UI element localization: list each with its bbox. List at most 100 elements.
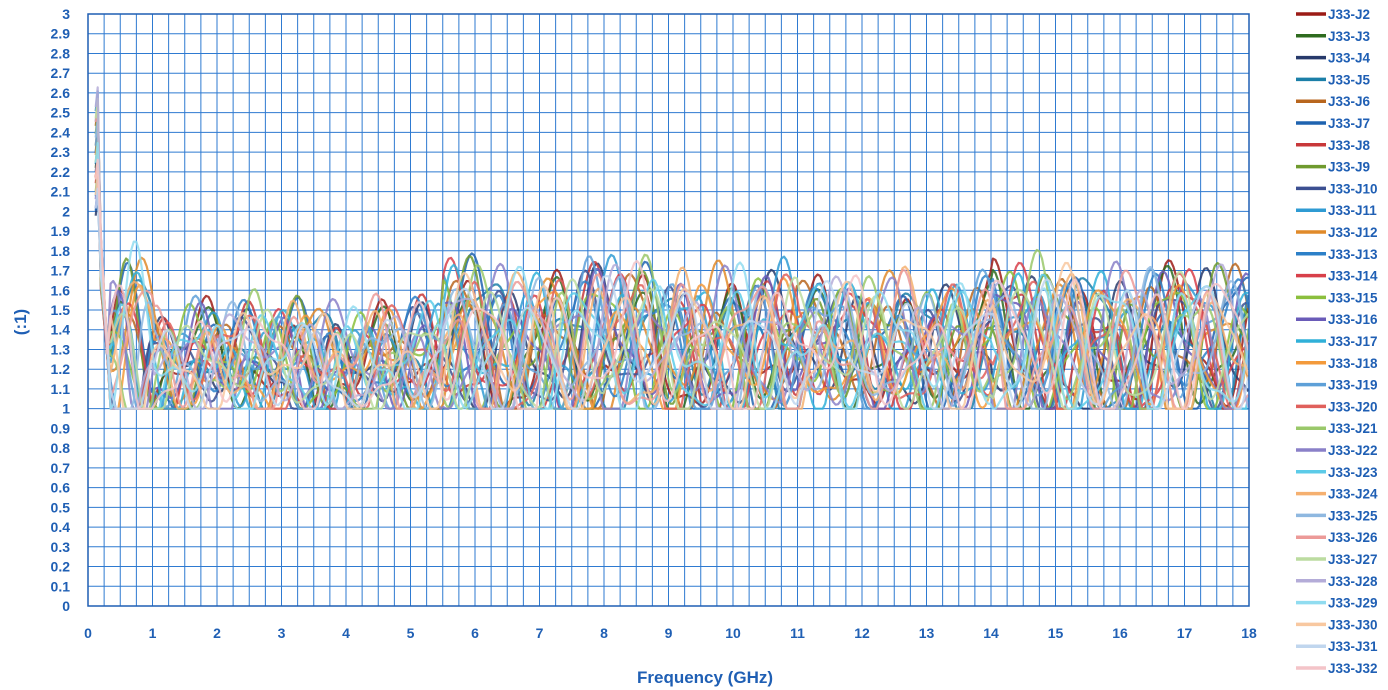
- x-tick-label: 2: [213, 625, 221, 641]
- legend-label: J33-J22: [1328, 443, 1378, 458]
- x-tick-label: 5: [407, 625, 415, 641]
- legend-label: J33-J28: [1328, 574, 1378, 589]
- y-tick-label: 0.3: [51, 539, 71, 555]
- legend-entry-j33-j9: J33-J9: [1296, 160, 1370, 175]
- x-tick-label: 3: [278, 625, 286, 641]
- y-tick-label: 2.6: [51, 85, 71, 101]
- legend-entry-j33-j22: J33-J22: [1296, 443, 1378, 458]
- y-tick-label: 0.2: [51, 559, 71, 575]
- legend-entry-j33-j31: J33-J31: [1296, 639, 1378, 654]
- legend-entry-j33-j13: J33-J13: [1296, 247, 1378, 262]
- x-tick-label: 14: [983, 625, 999, 641]
- x-tick-label: 18: [1241, 625, 1257, 641]
- x-tick-label: 15: [1048, 625, 1064, 641]
- legend-entry-j33-j30: J33-J30: [1296, 617, 1378, 632]
- x-tick-label: 16: [1112, 625, 1128, 641]
- legend-label: J33-J6: [1328, 94, 1371, 109]
- legend-entry-j33-j21: J33-J21: [1296, 421, 1378, 436]
- y-tick-label: 3: [62, 6, 70, 22]
- x-tick-label: 7: [536, 625, 544, 641]
- legend-label: J33-J18: [1328, 356, 1378, 371]
- legend-label: J33-J24: [1328, 487, 1378, 502]
- y-tick-label: 1.5: [51, 302, 71, 318]
- legend-label: J33-J14: [1328, 269, 1378, 284]
- y-tick-label: 1.7: [51, 263, 71, 279]
- legend-entry-j33-j23: J33-J23: [1296, 465, 1378, 480]
- y-tick-label: 0.1: [51, 578, 71, 594]
- legend-entry-j33-j7: J33-J7: [1296, 116, 1370, 131]
- legend-label: J33-J31: [1328, 639, 1378, 654]
- legend-label: J33-J30: [1328, 617, 1378, 632]
- x-tick-label: 1: [149, 625, 157, 641]
- legend-label: J33-J11: [1328, 203, 1377, 218]
- legend-entry-j33-j5: J33-J5: [1296, 72, 1371, 87]
- legend-label: J33-J32: [1328, 661, 1378, 676]
- x-tick-label: 9: [665, 625, 673, 641]
- legend-label: J33-J19: [1328, 378, 1378, 393]
- y-tick-label: 2.7: [51, 65, 71, 81]
- y-tick-label: 0.4: [51, 519, 71, 535]
- y-tick-label: 2.3: [51, 144, 71, 160]
- legend-entry-j33-j2: J33-J2: [1296, 7, 1370, 22]
- x-tick-label: 6: [471, 625, 479, 641]
- legend-entry-j33-j14: J33-J14: [1296, 269, 1378, 284]
- legend-entry-j33-j27: J33-J27: [1296, 552, 1378, 567]
- legend-label: J33-J5: [1328, 72, 1371, 87]
- y-tick-label: 0.6: [51, 480, 71, 496]
- series-line-j33-j27: [94, 97, 1250, 410]
- legend-entry-j33-j3: J33-J3: [1296, 29, 1371, 44]
- y-tick-label: 1.8: [51, 243, 71, 259]
- legend-label: J33-J7: [1328, 116, 1370, 131]
- legend-label: J33-J17: [1328, 334, 1378, 349]
- y-tick-label: 2.9: [51, 26, 71, 42]
- legend-label: J33-J27: [1328, 552, 1378, 567]
- legend-entry-j33-j25: J33-J25: [1296, 508, 1378, 523]
- y-tick-label: 2.1: [51, 184, 71, 200]
- y-tick-label: 2: [62, 203, 70, 219]
- y-tick-label: 1: [62, 401, 70, 417]
- legend-entry-j33-j29: J33-J29: [1296, 596, 1378, 611]
- legend-label: J33-J10: [1328, 181, 1378, 196]
- x-axis-title: Frequency (GHz): [637, 668, 773, 687]
- legend-label: J33-J13: [1328, 247, 1378, 262]
- y-tick-label: 2.8: [51, 45, 71, 61]
- legend-entry-j33-j15: J33-J15: [1296, 290, 1378, 305]
- legend-entry-j33-j4: J33-J4: [1296, 51, 1371, 66]
- legend-label: J33-J23: [1328, 465, 1378, 480]
- y-tick-label: 1.4: [51, 322, 71, 338]
- y-tick-label: 0.9: [51, 420, 71, 436]
- legend-label: J33-J21: [1328, 421, 1378, 436]
- y-tick-label: 0.8: [51, 440, 71, 456]
- y-tick-label: 0: [62, 598, 70, 614]
- legend-entry-j33-j19: J33-J19: [1296, 378, 1378, 393]
- legend-entry-j33-j8: J33-J8: [1296, 138, 1371, 153]
- y-tick-label: 1.3: [51, 341, 71, 357]
- x-tick-label: 11: [790, 625, 805, 641]
- legend-label: J33-J4: [1328, 51, 1371, 66]
- y-tick-label: 2.5: [51, 105, 71, 121]
- legend-label: J33-J9: [1328, 160, 1370, 175]
- legend-label: J33-J16: [1328, 312, 1378, 327]
- series-line-j33-j26: [94, 101, 1250, 410]
- y-tick-label: 2.4: [51, 124, 71, 140]
- x-tick-label: 10: [725, 625, 741, 641]
- legend-label: J33-J3: [1328, 29, 1371, 44]
- legend-entry-j33-j11: J33-J11: [1296, 203, 1377, 218]
- y-tick-label: 1.9: [51, 223, 71, 239]
- y-tick-label: 1.6: [51, 282, 71, 298]
- x-tick-label: 17: [1177, 625, 1193, 641]
- legend-label: J33-J26: [1328, 530, 1378, 545]
- legend-entry-j33-j32: J33-J32: [1296, 661, 1378, 676]
- legend-entry-j33-j28: J33-J28: [1296, 574, 1378, 589]
- legend-entry-j33-j18: J33-J18: [1296, 356, 1378, 371]
- x-tick-label: 13: [919, 625, 935, 641]
- y-tick-label: 0.5: [51, 499, 71, 515]
- series-line-j33-j24: [94, 157, 1250, 410]
- legend-label: J33-J8: [1328, 138, 1371, 153]
- series-line-j33-j32: [94, 158, 1250, 410]
- legend: J33-J2 J33-J3 J33-J4 J33-J5 J33-J6 J33-J7 J33-…: [1296, 7, 1378, 676]
- legend-label: J33-J20: [1328, 399, 1378, 414]
- legend-entry-j33-j6: J33-J6: [1296, 94, 1371, 109]
- legend-label: J33-J2: [1328, 7, 1370, 22]
- y-tick-label: 1.2: [51, 361, 71, 377]
